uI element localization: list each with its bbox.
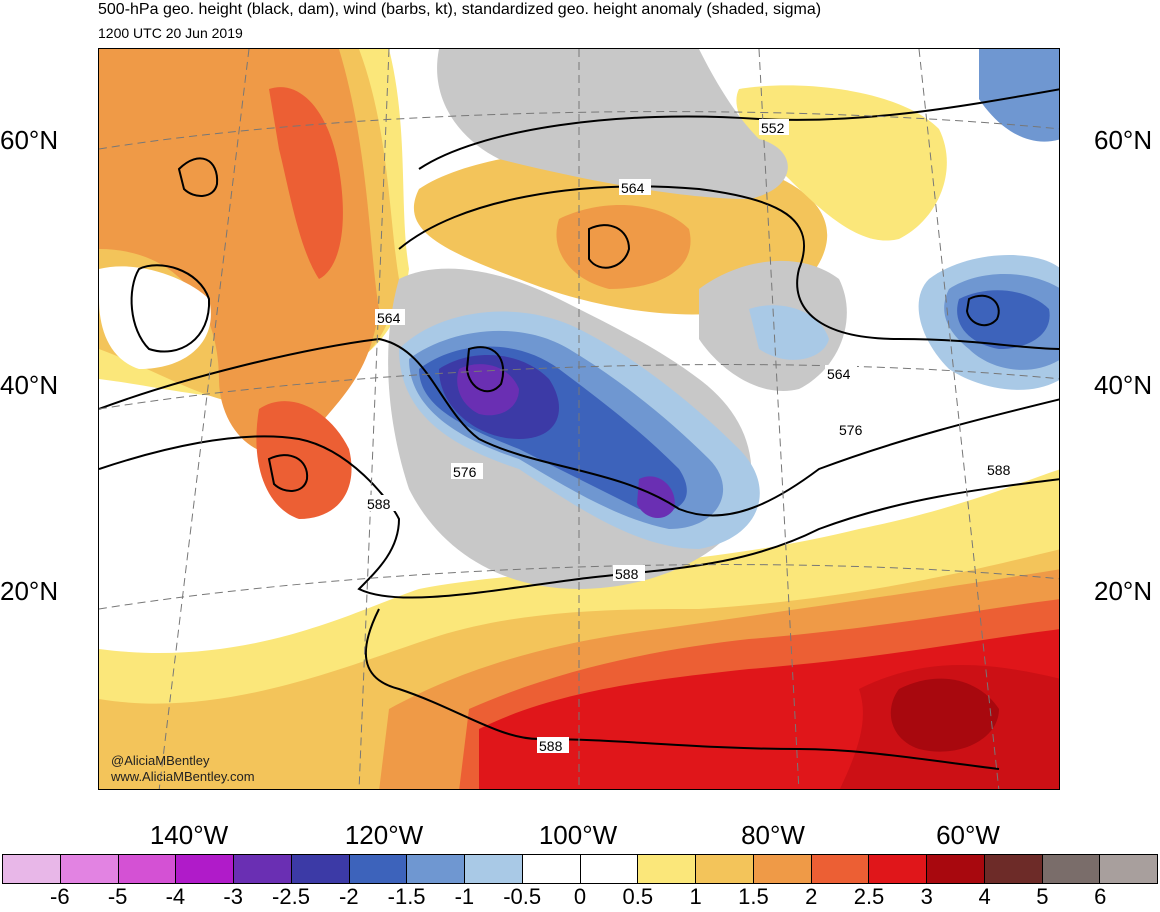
contour-label: 552 <box>761 120 785 136</box>
lat-label-right: 60°N <box>1094 125 1153 155</box>
credit-handle: @AliciaMBentley <box>111 753 210 768</box>
map-title: 500-hPa geo. height (black, dam), wind (… <box>98 1 822 18</box>
anomaly-neutral-pacific <box>99 266 211 369</box>
graticule-20n <box>99 564 1059 610</box>
colorbar-swatch <box>407 855 465 883</box>
colorbar-tick-label: -2.5 <box>272 884 310 909</box>
colorbar-tick-label: 1 <box>689 884 702 909</box>
colorbar-tick-label: -4 <box>165 884 186 909</box>
graticule-140w <box>158 49 250 789</box>
colorbar-swatch <box>696 855 754 883</box>
map-panel: 552 564 564 564 576 576 588 588 588 588 … <box>98 48 1060 790</box>
colorbar-swatch <box>522 855 581 883</box>
colorbar-tick-label: 0 <box>573 884 587 909</box>
colorbar-tick-label: -6 <box>50 884 70 909</box>
anomaly-trough-25-se <box>637 476 675 519</box>
colorbar-swatch <box>927 855 985 883</box>
contour-high-hudson <box>588 224 631 269</box>
colorbar-swatch <box>869 855 927 883</box>
graticule-40n <box>99 364 1059 410</box>
colorbar-swatch <box>234 855 292 883</box>
contour-low-atl <box>965 294 1000 327</box>
graticule-120w <box>358 49 390 789</box>
contour-label: 564 <box>621 180 645 196</box>
contour-label: 576 <box>839 422 863 438</box>
colorbar-swatch <box>1100 855 1157 883</box>
anomaly-ne-05 <box>749 305 829 360</box>
contour-588-south <box>365 608 1000 770</box>
contour-label: 564 <box>377 310 401 326</box>
contour-label: 588 <box>987 462 1011 478</box>
colorbar-tick-label: -3 <box>223 884 243 909</box>
map-valid-time: 1200 UTC 20 Jun 2019 <box>98 25 243 41</box>
colorbar-swatch <box>349 855 408 883</box>
colorbar-tick-label: 1.5 <box>738 884 769 909</box>
colorbar-swatch <box>3 855 61 883</box>
contour-552 <box>418 88 1059 170</box>
colorbar-swatch <box>176 855 234 883</box>
anomaly-ridge-25-north <box>269 87 343 279</box>
colorbar-tick-label: -1.5 <box>387 884 426 909</box>
lon-label: 140°W <box>149 820 229 850</box>
graticule-60w <box>918 49 1000 789</box>
lat-label-right: 40°N <box>1094 370 1153 400</box>
height-contours <box>99 88 1059 770</box>
colorbar-swatch <box>465 855 523 883</box>
land-arctic <box>437 49 788 199</box>
colorbar-swatch <box>984 855 1043 883</box>
graticule <box>99 49 1059 789</box>
contour-high-pac <box>130 264 211 353</box>
contour-low-w <box>465 346 505 393</box>
graticule-60n <box>99 111 1059 150</box>
colorbar-tick-label: 4 <box>978 884 991 909</box>
colorbar-swatch <box>638 855 696 883</box>
colorbar-tick-label: 2.5 <box>853 884 885 909</box>
colorbar-tick-label: -0.5 <box>503 884 542 909</box>
colorbar-tick-label: -5 <box>107 884 128 909</box>
contour-labels: 552 564 564 564 576 576 588 588 588 588 <box>365 119 1017 754</box>
contour-label: 588 <box>539 738 563 754</box>
credit-url: www.AliciaMBentley.com <box>111 769 255 784</box>
colorbar-tick-label: 6 <box>1094 884 1107 909</box>
anomaly-greenland <box>736 85 947 241</box>
colorbar-tick-label: -1 <box>454 884 475 909</box>
anomaly-greenland-neg <box>979 49 1059 142</box>
colorbar-swatch <box>753 855 812 883</box>
colorbar-tick-label: -2 <box>339 884 359 909</box>
lat-label-right: 20°N <box>1094 576 1153 606</box>
anomaly-band-4 <box>890 678 999 752</box>
lon-label: 80°W <box>741 820 805 850</box>
lon-label: 100°W <box>538 820 618 850</box>
colorbar-swatch <box>60 855 119 883</box>
contour-576 <box>99 337 1059 517</box>
contour-label: 588 <box>615 566 639 582</box>
lon-label: 60°W <box>936 820 1000 850</box>
anomaly-hudson-2 <box>556 205 691 289</box>
lat-label-left: 60°N <box>0 125 59 155</box>
colorbar-swatch <box>811 855 870 883</box>
contour-high-ak <box>177 157 219 197</box>
lat-label-left: 20°N <box>0 576 59 606</box>
contour-564 <box>398 185 1059 350</box>
contour-high-sw <box>267 454 309 492</box>
colorbar-tick-label: 5 <box>1036 884 1049 909</box>
contour-label: 564 <box>827 366 851 382</box>
colorbar <box>2 854 1158 884</box>
colorbar-swatch <box>580 855 639 883</box>
contour-label: 588 <box>367 496 391 512</box>
graticule-80w <box>758 49 800 789</box>
anomaly-map: 552 564 564 564 576 576 588 588 588 588 <box>99 49 1059 789</box>
colorbar-swatch <box>1042 855 1101 883</box>
lon-label: 120°W <box>344 820 424 850</box>
contour-588-north <box>99 435 1059 599</box>
colorbar-swatch <box>291 855 350 883</box>
lat-label-left: 40°N <box>0 370 59 400</box>
colorbar-tick-label: 2 <box>805 884 818 909</box>
colorbar-swatch <box>118 855 177 883</box>
contour-label: 576 <box>453 464 477 480</box>
colorbar-tick-label: 0.5 <box>622 884 654 909</box>
anomaly-atlantic-15 <box>957 290 1050 349</box>
colorbar-tick-label: 3 <box>920 884 933 909</box>
